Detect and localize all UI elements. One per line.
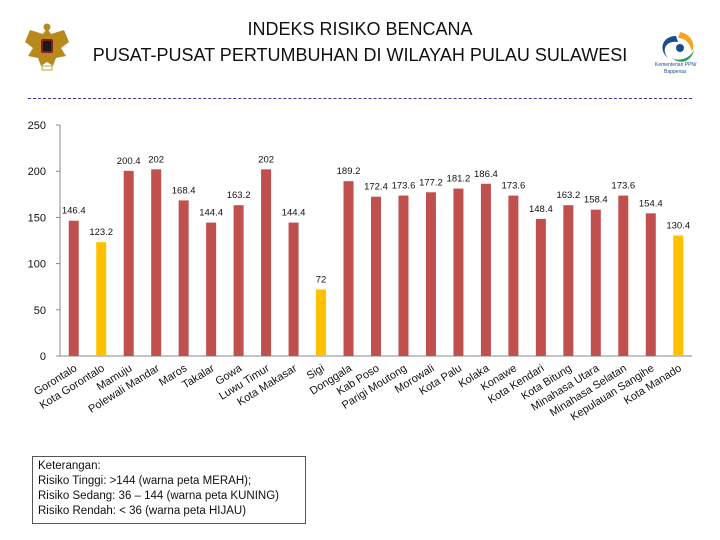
value-label: 177.2 [419, 177, 443, 188]
value-label: 163.2 [556, 190, 580, 201]
bar [233, 205, 244, 356]
y-tick-label: 50 [34, 305, 46, 317]
value-label: 173.6 [502, 181, 526, 192]
value-label: 130.4 [666, 221, 690, 232]
value-label: 123.2 [89, 227, 113, 238]
value-label: 186.4 [474, 169, 498, 180]
logo-text-line2: Bappenas [664, 69, 687, 75]
bar [480, 183, 491, 356]
value-label: 189.2 [337, 166, 361, 177]
legend-item-low: Risiko Rendah: < 36 (warna peta HIJAU) [38, 505, 247, 517]
value-label: 202 [258, 154, 274, 165]
bar [535, 218, 546, 356]
bar [645, 213, 656, 356]
bar [371, 196, 381, 356]
category-label: Takalar [180, 362, 217, 391]
bar [68, 220, 79, 356]
y-tick-label: 250 [28, 120, 46, 132]
value-label: 173.6 [392, 181, 416, 192]
bar [563, 205, 574, 356]
bar [618, 195, 629, 356]
legend-item-high: Risiko Tinggi: >144 (warna peta MERAH); [38, 475, 252, 487]
value-label: 158.4 [584, 195, 608, 206]
title-block: INDEKS RISIKO BENCANA PUSAT-PUSAT PERTUM… [0, 16, 720, 68]
garuda-emblem-icon [25, 23, 69, 71]
y-tick-label: 0 [40, 351, 46, 363]
value-label: 181.2 [447, 174, 471, 185]
value-label: 144.4 [199, 208, 223, 219]
bar [178, 200, 189, 356]
bar [673, 235, 684, 356]
legend-item-medium: Risiko Sedang: 36 – 144 (warna peta KUNI… [38, 490, 279, 502]
value-label: 202 [148, 154, 164, 165]
legend-heading: Keterangan: [38, 460, 101, 472]
y-tick-label: 150 [28, 212, 46, 224]
bar [206, 222, 217, 356]
page-title: INDEKS RISIKO BENCANA [247, 19, 473, 39]
page-subtitle: PUSAT-PUSAT PERTUMBUHAN DI WILAYAH PULAU… [92, 45, 628, 65]
value-label: 172.4 [364, 182, 388, 193]
value-label: 173.6 [611, 181, 635, 192]
header-divider [28, 98, 692, 99]
bar [123, 170, 134, 356]
bar [151, 169, 162, 356]
value-label: 72 [316, 274, 327, 285]
value-label: 168.4 [172, 185, 196, 196]
bar [425, 192, 436, 356]
value-label: 154.4 [639, 198, 663, 209]
value-label: 148.4 [529, 204, 553, 215]
bar [343, 181, 354, 356]
y-tick-label: 100 [28, 259, 46, 271]
bar [508, 195, 519, 356]
value-label: 200.4 [117, 156, 141, 167]
legend-box: Keterangan: Risiko Tinggi: >144 (warna p… [32, 456, 306, 524]
logo-text-line1: Kementerian PPN/ [655, 62, 697, 68]
bar [398, 195, 409, 356]
bar [590, 209, 601, 356]
bars [68, 169, 684, 356]
bappenas-logo-icon [662, 32, 694, 62]
bar [288, 222, 299, 356]
bar [96, 242, 107, 356]
value-label: 146.4 [62, 206, 86, 217]
y-tick-label: 200 [28, 166, 46, 178]
bar [261, 169, 272, 356]
bar [316, 289, 327, 356]
value-label: 163.2 [227, 190, 251, 201]
value-label: 144.4 [282, 208, 306, 219]
bar [453, 188, 464, 356]
